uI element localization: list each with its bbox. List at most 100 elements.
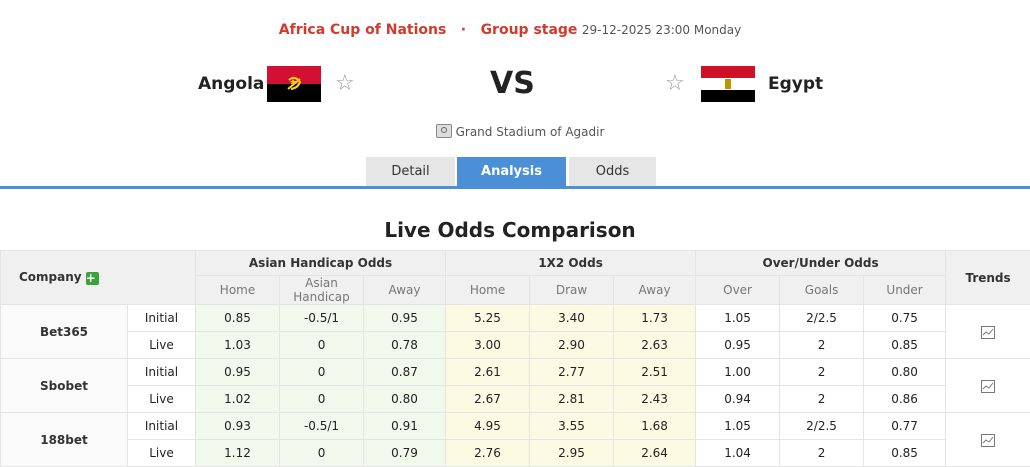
odds-cell: 1.12: [196, 440, 280, 467]
company-name[interactable]: Bet365: [1, 305, 128, 359]
odds-cell: 0.91: [364, 413, 446, 440]
odds-cell: 0: [280, 359, 364, 386]
trends-header: Trends: [946, 251, 1030, 305]
stage-name[interactable]: Group stage: [481, 22, 578, 38]
odds-cell: 2.76: [446, 440, 530, 467]
odds-cell: 0.77: [864, 413, 946, 440]
subheader-1x2-draw: Draw: [530, 276, 614, 305]
tab-analysis[interactable]: Analysis: [457, 157, 566, 187]
chart-icon[interactable]: [981, 434, 995, 447]
1x2-header: 1X2 Odds: [446, 251, 696, 276]
trend-cell: [946, 305, 1030, 359]
odds-cell: 1.73: [614, 305, 696, 332]
subheader-ou-under: Under: [864, 276, 946, 305]
odds-cell: 1.05: [696, 413, 780, 440]
tab-underline: [0, 186, 1030, 189]
odds-cell: 0.95: [196, 359, 280, 386]
table-row: Live 1.03 0 0.78 3.00 2.90 2.63 0.95 2 0…: [1, 332, 1030, 359]
odds-cell: 4.95: [446, 413, 530, 440]
asian-handicap-header: Asian Handicap Odds: [196, 251, 446, 276]
home-team-name[interactable]: Angola: [198, 74, 264, 94]
odds-cell: 1.02: [196, 386, 280, 413]
odds-cell: 1.05: [696, 305, 780, 332]
odds-cell: 2.77: [530, 359, 614, 386]
row-type: Initial: [128, 413, 196, 440]
odds-cell: 2: [780, 359, 864, 386]
away-favorite-star-icon[interactable]: ☆: [665, 73, 685, 95]
odds-cell: 2/2.5: [780, 413, 864, 440]
angola-flag-icon: [267, 66, 321, 102]
odds-cell: -0.5/1: [280, 413, 364, 440]
company-name[interactable]: Sbobet: [1, 359, 128, 413]
trend-cell: [946, 413, 1030, 467]
odds-cell: 2.51: [614, 359, 696, 386]
odds-cell: 0: [280, 386, 364, 413]
odds-cell: 2.63: [614, 332, 696, 359]
odds-cell: 2.61: [446, 359, 530, 386]
plus-icon[interactable]: +: [86, 272, 99, 285]
stadium-icon: [436, 124, 452, 138]
subheader-ou-goals: Goals: [780, 276, 864, 305]
odds-cell: 2: [780, 386, 864, 413]
home-favorite-star-icon[interactable]: ☆: [335, 73, 355, 95]
odds-cell: 2.95: [530, 440, 614, 467]
odds-cell: 0.79: [364, 440, 446, 467]
odds-cell: 2.90: [530, 332, 614, 359]
company-name[interactable]: 188bet: [1, 413, 128, 467]
odds-cell: 0.95: [696, 332, 780, 359]
odds-cell: 0.95: [364, 305, 446, 332]
chart-icon[interactable]: [981, 326, 995, 339]
separator: ·: [461, 22, 466, 38]
chart-icon[interactable]: [981, 380, 995, 393]
row-type: Live: [128, 386, 196, 413]
odds-table: Company + Asian Handicap Odds 1X2 Odds Ov…: [0, 250, 1030, 467]
odds-cell: 0.86: [864, 386, 946, 413]
subheader-ah-away: Away: [364, 276, 446, 305]
odds-cell: 0: [280, 332, 364, 359]
odds-cell: 1.00: [696, 359, 780, 386]
egypt-flag-icon: [701, 66, 755, 102]
subheader-1x2-away: Away: [614, 276, 696, 305]
competition-name[interactable]: Africa Cup of Nations: [279, 22, 447, 38]
odds-cell: 0.93: [196, 413, 280, 440]
odds-cell: 2.67: [446, 386, 530, 413]
odds-cell: 0.94: [696, 386, 780, 413]
company-header-label: Company: [19, 270, 82, 284]
odds-cell: 0.87: [364, 359, 446, 386]
odds-body: Bet365 Initial 0.85 -0.5/1 0.95 5.25 3.4…: [1, 305, 1030, 467]
table-row: Bet365 Initial 0.85 -0.5/1 0.95 5.25 3.4…: [1, 305, 1030, 332]
odds-cell: 2.43: [614, 386, 696, 413]
section-title: Live Odds Comparison: [0, 218, 1020, 242]
subheader-ou-over: Over: [696, 276, 780, 305]
tab-detail[interactable]: Detail: [366, 157, 455, 187]
odds-cell: 0.85: [864, 440, 946, 467]
versus-label: VS: [490, 66, 535, 101]
away-team-name[interactable]: Egypt: [768, 74, 823, 94]
odds-cell: 1.68: [614, 413, 696, 440]
tab-odds[interactable]: Odds: [569, 157, 656, 187]
stadium-line: Grand Stadium of Agadir: [0, 124, 1030, 139]
odds-cell: 1.04: [696, 440, 780, 467]
table-row: 188bet Initial 0.93 -0.5/1 0.91 4.95 3.5…: [1, 413, 1030, 440]
table-row: Sbobet Initial 0.95 0 0.87 2.61 2.77 2.5…: [1, 359, 1030, 386]
competition-line: Africa Cup of Nations · Group stage 29-1…: [0, 22, 1020, 38]
odds-cell: 0: [280, 440, 364, 467]
odds-cell: 0.85: [196, 305, 280, 332]
row-type: Live: [128, 440, 196, 467]
table-row: Live 1.12 0 0.79 2.76 2.95 2.64 1.04 2 0…: [1, 440, 1030, 467]
match-header: Africa Cup of Nations · Group stage 29-1…: [0, 0, 1030, 190]
odds-cell: 0.85: [864, 332, 946, 359]
odds-cell: 3.40: [530, 305, 614, 332]
company-header: Company +: [1, 251, 196, 305]
table-row: Live 1.02 0 0.80 2.67 2.81 2.43 0.94 2 0…: [1, 386, 1030, 413]
odds-cell: 5.25: [446, 305, 530, 332]
odds-cell: -0.5/1: [280, 305, 364, 332]
odds-cell: 3.55: [530, 413, 614, 440]
odds-cell: 2.81: [530, 386, 614, 413]
odds-cell: 1.03: [196, 332, 280, 359]
odds-cell: 3.00: [446, 332, 530, 359]
odds-cell: 0.78: [364, 332, 446, 359]
stadium-name: Grand Stadium of Agadir: [456, 125, 605, 139]
odds-cell: 0.80: [864, 359, 946, 386]
match-datetime: 29-12-2025 23:00 Monday: [582, 23, 741, 37]
